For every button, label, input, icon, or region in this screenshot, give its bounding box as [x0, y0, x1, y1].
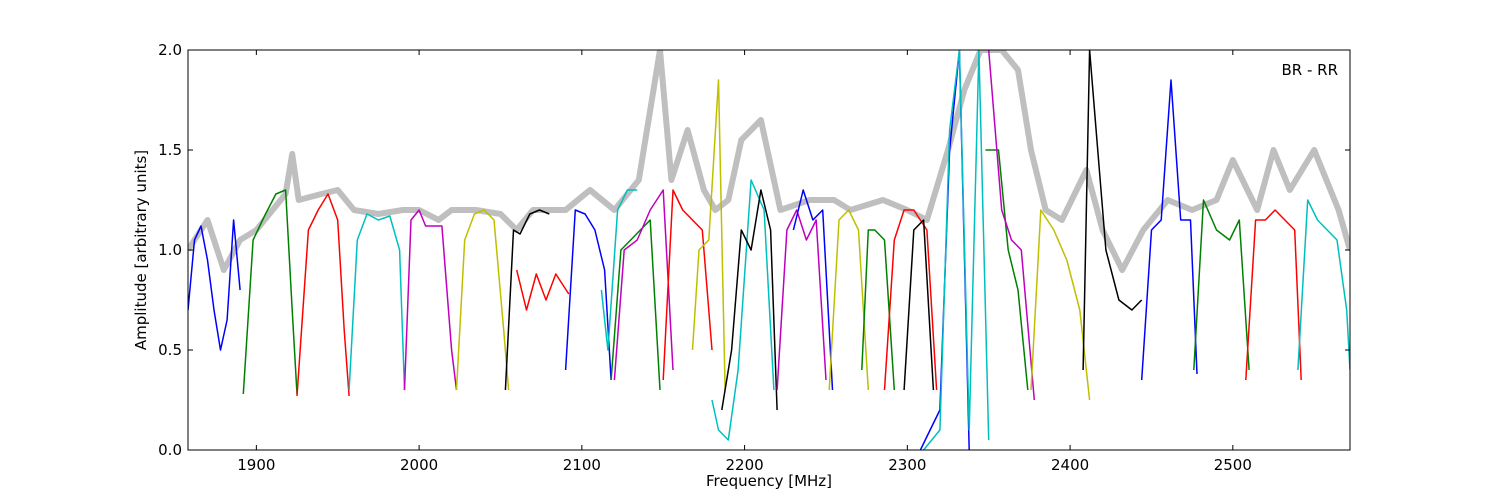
series-line-11: [610, 219, 661, 391]
x-tick-label: 2000: [400, 456, 438, 474]
series-line-18: [792, 189, 834, 391]
series-line-26: [987, 50, 1036, 401]
y-tick-label: 0.0: [158, 441, 182, 459]
x-tick-label: 2400: [1051, 456, 1089, 474]
y-axis-label: Amplitude [arbitrary units]: [132, 150, 150, 350]
series-line-17: [776, 209, 827, 391]
series-line-5: [403, 209, 458, 391]
series-line-30: [1193, 199, 1250, 371]
y-tick-label: 1.5: [158, 141, 182, 159]
series-line-27: [1030, 209, 1091, 401]
series-line-25: [985, 149, 1029, 391]
series-line-9: [564, 209, 612, 381]
series-line-31: [1245, 209, 1302, 381]
series-line-15: [711, 179, 775, 441]
series-line-21: [883, 209, 938, 391]
series-line-32: [1297, 199, 1350, 371]
series-layer: [188, 50, 1350, 450]
x-axis-label: Frequency [MHz]: [706, 472, 832, 490]
series-line-16: [721, 189, 778, 411]
series-line-6: [455, 209, 510, 391]
y-axis: 0.0 0.5 1.0 1.5 2.0: [158, 41, 1350, 459]
x-tick-label: 2300: [888, 456, 926, 474]
series-line-14: [691, 79, 726, 391]
series-line-3: [296, 193, 350, 397]
series-line-22: [903, 219, 935, 391]
series-line-1: [188, 219, 241, 351]
y-tick-label: 0.5: [158, 341, 182, 359]
series-line-7: [504, 209, 550, 391]
chart-annotation: BR - RR: [1281, 61, 1338, 79]
x-axis: 1900 2000 2100 2200 2300 2400 2500: [237, 50, 1252, 474]
series-line-4: [348, 213, 406, 391]
series-line-20: [861, 229, 896, 391]
series-line-reference: [188, 50, 1350, 273]
series-line-8: [515, 269, 570, 311]
series-line-28: [1082, 50, 1143, 371]
y-tick-label: 2.0: [158, 41, 182, 59]
x-tick-label: 2500: [1214, 456, 1252, 474]
series-line-24: [923, 50, 990, 450]
series-line-29: [1140, 79, 1198, 381]
x-tick-label: 2100: [563, 456, 601, 474]
series-line-19: [828, 209, 870, 391]
series-line-13: [662, 189, 713, 381]
x-tick-label: 1900: [237, 456, 275, 474]
series-line-10: [600, 189, 638, 351]
x-tick-label: 2200: [725, 456, 763, 474]
y-tick-label: 1.0: [158, 241, 182, 259]
series-line-2: [242, 189, 298, 395]
series-line-12: [613, 189, 674, 381]
